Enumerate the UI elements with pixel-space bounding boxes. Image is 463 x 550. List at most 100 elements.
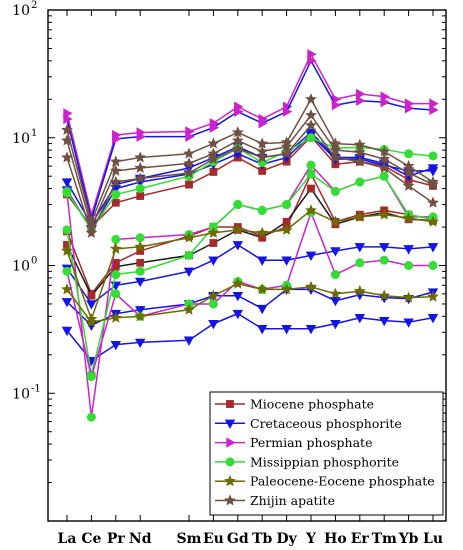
- data-point: [280, 223, 293, 235]
- data-point: [184, 250, 194, 260]
- data-point: [353, 155, 366, 167]
- data-point: [353, 284, 366, 297]
- data-point: [111, 189, 121, 199]
- data-point: [356, 95, 366, 106]
- x-tick-label: La: [58, 531, 77, 547]
- legend-entry: Cretaceous phosphorite: [215, 416, 402, 431]
- data-point: [281, 325, 292, 335]
- legend: Miocene phosphate Cretaceous phosphorite P…: [209, 391, 444, 516]
- data-point: [403, 245, 414, 255]
- data-point: [111, 262, 120, 271]
- data-point: [257, 205, 267, 215]
- legend-label: Zhijin apatite: [250, 493, 335, 508]
- data-point: [256, 283, 269, 295]
- data-point: [85, 312, 98, 325]
- data-point: [185, 180, 193, 189]
- data-point: [402, 166, 415, 178]
- series-15: [61, 277, 439, 328]
- data-point: [428, 260, 438, 270]
- x-tick-label: Eu: [203, 531, 224, 547]
- data-point: [427, 314, 439, 324]
- data-point: [111, 289, 121, 299]
- data-point: [207, 137, 220, 149]
- data-point: [86, 300, 97, 310]
- data-point: [378, 243, 390, 253]
- data-point: [258, 117, 268, 129]
- legend-label: Cretaceous phosphorite: [250, 416, 402, 431]
- legend-entry: Paleocene-Eocene phosphate: [215, 474, 435, 489]
- data-point: [86, 372, 96, 382]
- data-point: [61, 326, 73, 337]
- legend-entry: Missippian phosphorite: [215, 454, 399, 469]
- data-point: [356, 88, 366, 100]
- series-layer: [61, 49, 439, 422]
- series-10: [63, 55, 439, 225]
- x-tick-label: Nd: [129, 531, 152, 547]
- data-point: [233, 200, 243, 210]
- data-point: [306, 160, 316, 170]
- data-point: [134, 310, 147, 322]
- data-point: [427, 196, 439, 208]
- data-point: [427, 215, 439, 227]
- data-point: [136, 192, 145, 200]
- data-point: [61, 283, 73, 295]
- data-point: [183, 267, 195, 277]
- series-16: [61, 204, 439, 325]
- legend-marker: [226, 437, 236, 448]
- data-point: [134, 240, 147, 252]
- data-point: [402, 291, 415, 303]
- data-point: [306, 133, 316, 143]
- series-12: [62, 169, 438, 380]
- x-tick-label: Er: [351, 531, 370, 547]
- data-point: [112, 133, 122, 145]
- data-point: [330, 247, 341, 257]
- x-tick-label: Tb: [252, 531, 272, 547]
- x-tick-label: Pr: [107, 531, 126, 547]
- x-tick-label: Yb: [398, 531, 419, 547]
- x-tick-label: Y: [305, 531, 317, 547]
- data-point: [378, 161, 391, 173]
- data-point: [305, 280, 317, 292]
- data-point: [330, 297, 341, 307]
- data-point: [355, 177, 365, 187]
- data-point: [111, 234, 121, 244]
- data-point: [234, 106, 244, 117]
- data-point: [355, 258, 365, 268]
- data-point: [280, 283, 293, 295]
- data-point: [380, 96, 390, 108]
- data-point: [207, 226, 220, 238]
- data-point: [135, 184, 145, 194]
- data-point: [306, 169, 316, 179]
- data-point: [183, 157, 195, 169]
- series-19: [61, 119, 439, 238]
- legend-marker: [224, 475, 236, 487]
- data-point: [85, 226, 98, 238]
- data-point: [281, 256, 292, 266]
- data-point: [232, 241, 244, 251]
- data-point: [86, 412, 96, 422]
- data-point: [282, 200, 292, 210]
- data-point: [134, 161, 147, 173]
- data-point: [111, 198, 120, 207]
- legend-label: Miocene phosphate: [250, 397, 374, 412]
- data-point: [429, 104, 439, 116]
- data-point: [183, 336, 195, 346]
- data-point: [207, 289, 220, 301]
- data-point: [232, 309, 244, 320]
- data-point: [353, 210, 366, 222]
- data-point: [231, 223, 244, 235]
- x-tick-label: Tm: [372, 531, 397, 547]
- data-point: [185, 131, 195, 142]
- data-point: [404, 149, 414, 159]
- x-tick-label: Dy: [276, 531, 297, 547]
- legend-marker: [226, 400, 234, 408]
- x-tick-label: Ce: [81, 531, 101, 547]
- legend-label: Missippian phosphorite: [250, 454, 399, 469]
- data-point: [427, 290, 439, 302]
- y-tick-label: 10: [12, 131, 30, 147]
- legend-entry: Zhijin apatite: [215, 493, 335, 508]
- data-point: [111, 270, 121, 280]
- legend-label: Paleocene-Eocene phosphate: [250, 474, 435, 489]
- data-point: [307, 55, 317, 67]
